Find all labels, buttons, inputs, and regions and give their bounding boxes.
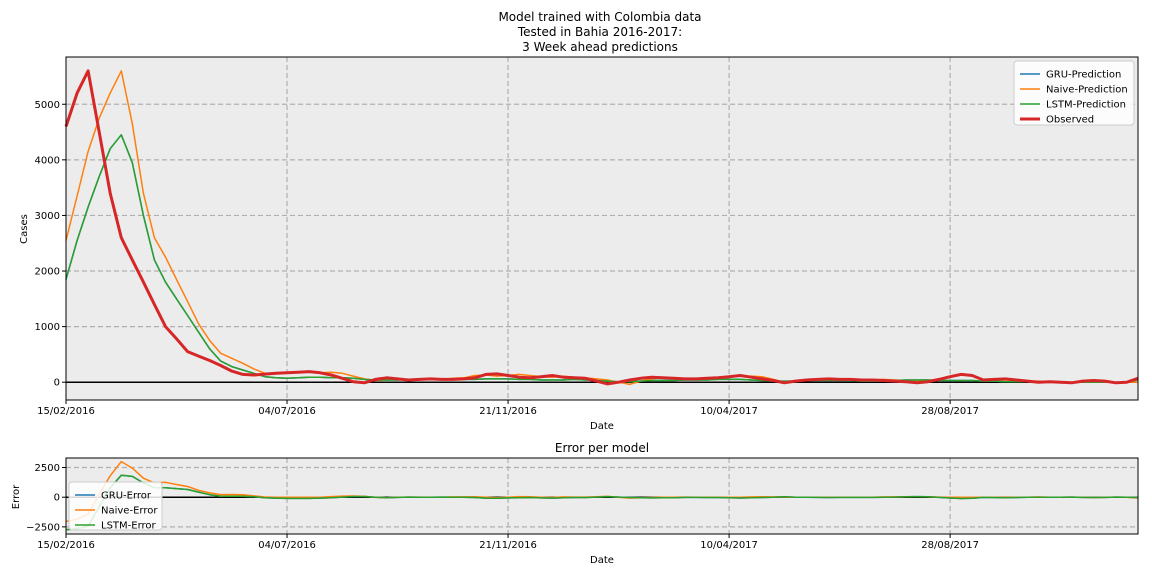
series-line-lstm-error [65, 474, 1139, 531]
y-tick-label: 0 [54, 378, 60, 389]
y-tick-label: 3000 [35, 211, 60, 222]
error-plot-frame [65, 457, 1139, 535]
error-grid [66, 458, 1138, 534]
main-plot-area [66, 57, 1138, 400]
legend-label: GRU-Prediction [1046, 70, 1121, 81]
error-x-ticks: 15/02/2016 04/07/2016 21/11/2016 10/04/2017… [37, 534, 979, 551]
legend-label: LSTM-Error [101, 521, 157, 532]
x-tick-label: 10/04/2017 [700, 540, 758, 551]
x-tick-label: 04/07/2016 [258, 406, 316, 417]
error-y-axis-label: Error [11, 484, 22, 509]
legend-label: GRU-Error [101, 491, 152, 502]
x-tick-label: 21/11/2016 [479, 540, 537, 551]
series-line-lstm-prediction [65, 134, 1139, 383]
main-y-ticks: 0 1000 2000 3000 4000 5000 [35, 100, 66, 389]
error-x-axis-label: Date [590, 555, 614, 566]
y-tick-label: 2000 [35, 267, 60, 278]
error-chart: Error per model −2500 0 2500 15/02/2016 04/… [11, 441, 1139, 566]
x-tick-label: 28/08/2017 [921, 540, 979, 551]
error-y-ticks: −2500 0 2500 [26, 463, 66, 533]
main-chart-title-line-3: 3 Week ahead predictions [522, 40, 678, 54]
y-tick-label: 4000 [35, 155, 60, 166]
x-tick-label: 21/11/2016 [479, 406, 537, 417]
legend-label: Naive-Error [101, 506, 158, 517]
main-chart-title-line-1: Model trained with Colombia data [498, 10, 701, 24]
main-chart: Model trained with Colombia data Tested … [19, 10, 1139, 432]
x-tick-label: 04/07/2016 [258, 540, 316, 551]
x-tick-label: 15/02/2016 [37, 540, 95, 551]
y-tick-label: 0 [54, 493, 60, 504]
x-tick-label: 15/02/2016 [37, 406, 95, 417]
main-chart-title-line-2: Tested in Bahia 2016-2017: [517, 25, 682, 39]
y-tick-label: 1000 [35, 322, 60, 333]
legend-label: Observed [1046, 115, 1094, 126]
main-series-group [64, 69, 1139, 386]
main-y-axis-label: Cases [19, 214, 30, 244]
x-tick-label: 10/04/2017 [700, 406, 758, 417]
error-legend: GRU-Error Naive-Error LSTM-Error [68, 481, 163, 532]
series-line-observed [64, 69, 1139, 386]
error-series-group [65, 460, 1139, 531]
main-legend: GRU-Prediction Naive-Prediction LSTM-Predi… [1013, 60, 1135, 126]
main-grid [66, 57, 1138, 400]
legend-box [1013, 60, 1135, 126]
legend-label: LSTM-Prediction [1046, 100, 1126, 111]
y-tick-label: −2500 [26, 522, 60, 533]
legend-box [68, 481, 163, 531]
x-tick-label: 28/08/2017 [921, 406, 979, 417]
legend-label: Naive-Prediction [1046, 85, 1128, 96]
error-chart-title: Error per model [555, 441, 649, 455]
main-x-ticks: 15/02/2016 04/07/2016 21/11/2016 10/04/2017… [37, 400, 979, 417]
main-plot-frame [65, 56, 1139, 401]
main-x-axis-label: Date [590, 421, 614, 432]
y-tick-label: 5000 [35, 100, 60, 111]
y-tick-label: 2500 [35, 463, 60, 474]
